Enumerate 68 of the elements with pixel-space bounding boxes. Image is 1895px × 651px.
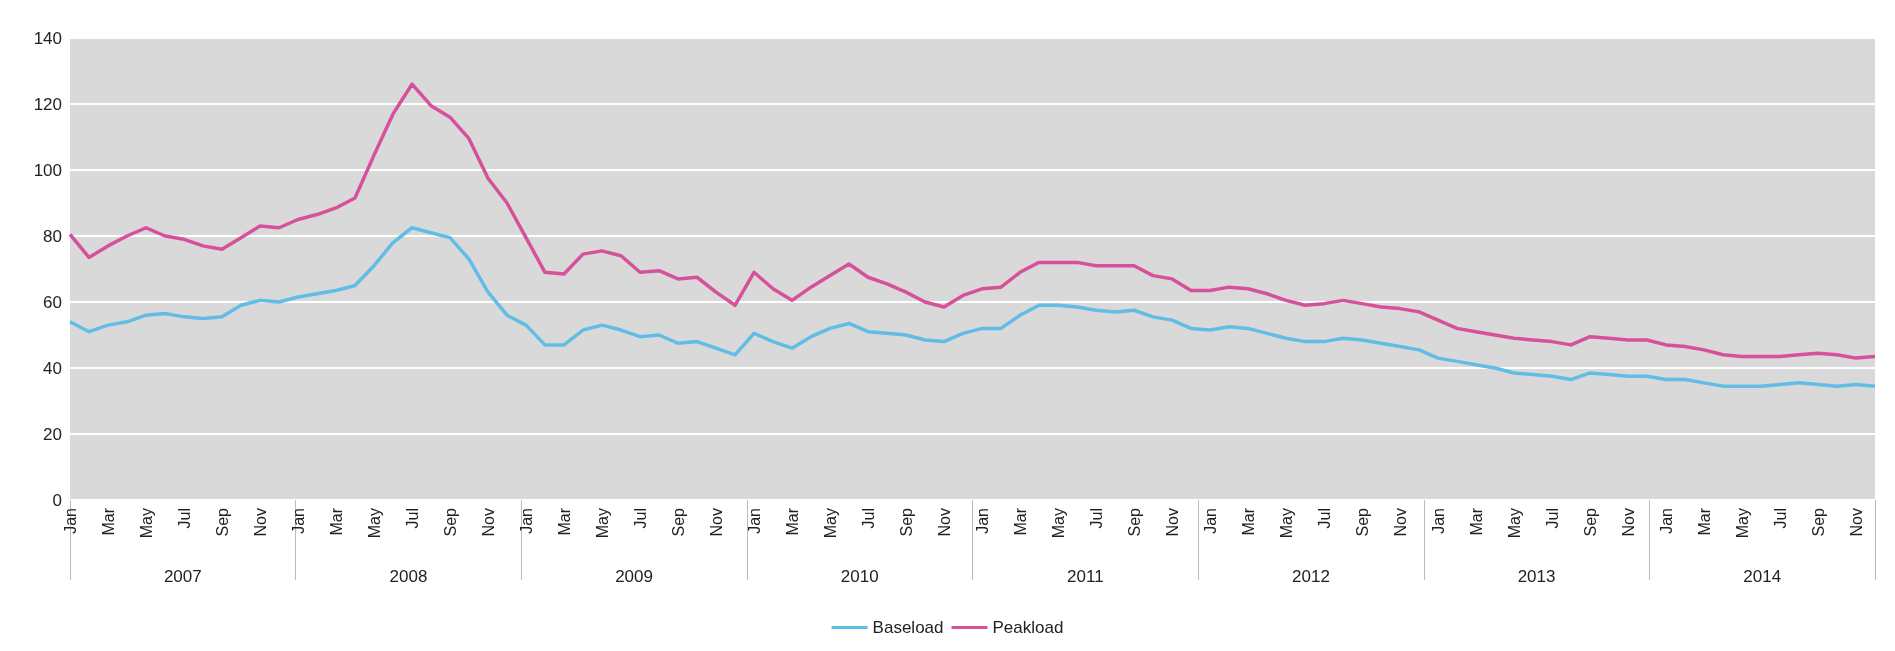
x-tick-label: Mar [1467, 507, 1485, 536]
text: 2011 [1067, 567, 1104, 586]
x-tick-label: Nov [251, 508, 269, 537]
x-tick-label: May [1505, 508, 1523, 539]
x-tick-label: Mar [1695, 507, 1713, 536]
x-tick-label: Nov [479, 508, 497, 537]
x-tick-label: Nov [707, 508, 725, 537]
y-tick-label: 60 [43, 292, 62, 312]
x-tick-label: Jan [289, 508, 307, 534]
y-tick-label: 40 [43, 358, 62, 378]
x-tick-label: Sep [441, 507, 459, 537]
text: 2010 [840, 567, 879, 586]
x-tick-label: Mar [1239, 507, 1257, 536]
x-tick-label: Mar [99, 507, 117, 536]
y-tick-label: 120 [33, 94, 62, 114]
legend-label: Baseload [872, 618, 944, 637]
y-tick-label: 100 [33, 160, 62, 180]
x-tick-label: Jan [1657, 508, 1675, 534]
x-tick-label: Jul [1315, 508, 1333, 529]
legend-label: Peakload [992, 618, 1064, 637]
x-tick-label: Nov [1619, 508, 1637, 537]
y-tick-label: 140 [33, 28, 62, 48]
x-tick-label: Nov [1391, 508, 1409, 537]
x-tick-label: Jan [1201, 508, 1219, 534]
text: 2012 [1292, 567, 1330, 586]
x-tick-label: Sep [1809, 507, 1827, 537]
x-tick-label: Jan [745, 508, 763, 534]
x-tick-label: Jan [61, 508, 79, 534]
x-tick-label: Sep [669, 507, 687, 537]
line-series [68, 82, 1877, 360]
x-tick-label: Sep [897, 507, 915, 537]
x-tick-label: Sep [1125, 507, 1143, 537]
x-tick-label: Jan [1429, 508, 1447, 534]
x-tick-label: May [1277, 508, 1295, 539]
x-tick-label: Jul [859, 508, 877, 529]
x-tick-label: Jul [1087, 508, 1105, 529]
y-tick-label: 0 [52, 490, 62, 510]
x-tick-label: May [365, 508, 383, 539]
x-tick-label: Mar [327, 507, 345, 536]
x-tick-label: Nov [1163, 508, 1181, 537]
x-tick-label: Mar [555, 507, 573, 536]
x-tick-label: Sep [1353, 507, 1371, 537]
x-tick-label: Jul [631, 508, 649, 529]
x-tick-label: Jan [517, 508, 535, 534]
x-tick-label: Jul [1771, 508, 1789, 529]
x-tick-label: Mar [783, 507, 801, 536]
line-series [68, 226, 1877, 388]
text: 2013 [1517, 567, 1556, 586]
x-tick-label: May [821, 508, 839, 539]
x-tick-label: Sep [213, 507, 231, 537]
y-tick-label: 20 [43, 424, 62, 444]
x-tick-label: Sep [1581, 507, 1599, 537]
text: 2008 [389, 567, 428, 586]
y-tick-label: 80 [43, 226, 62, 246]
x-tick-label: May [593, 508, 611, 539]
text: 2007 [163, 567, 202, 586]
x-tick-label: Jan [973, 508, 991, 534]
x-tick-label: Nov [935, 508, 953, 537]
text: 2009 [615, 567, 653, 586]
x-tick-label: Jul [175, 508, 193, 529]
x-tick-label: Jul [1543, 508, 1561, 529]
text: 2014 [1743, 567, 1782, 586]
x-tick-label: Nov [1847, 508, 1865, 537]
x-tick-label: May [1733, 508, 1751, 539]
x-tick-label: Mar [1011, 507, 1029, 536]
x-tick-label: Jul [403, 508, 421, 529]
x-tick-label: May [1049, 508, 1067, 539]
x-tick-label: May [137, 508, 155, 539]
